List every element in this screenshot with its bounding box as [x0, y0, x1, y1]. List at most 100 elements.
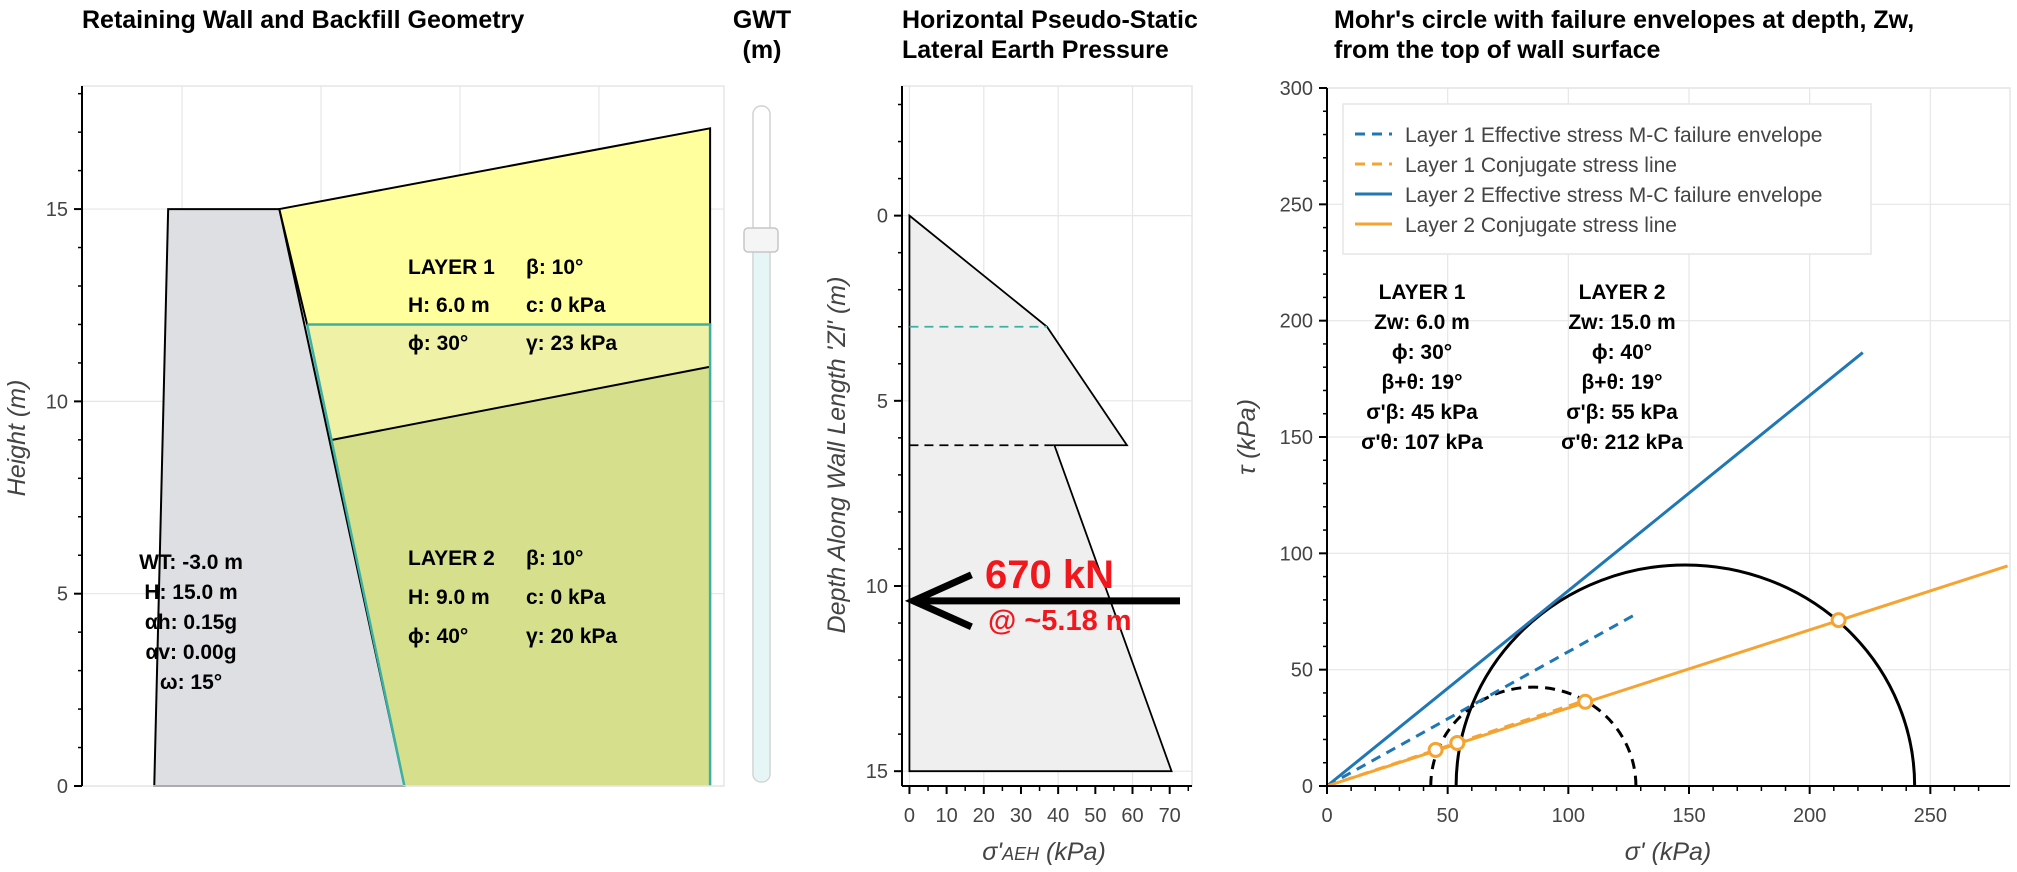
pressure-title-line2: Lateral Earth Pressure — [902, 36, 1169, 64]
geometry-y-tick-label: 0 — [57, 776, 68, 798]
mohr-title-line2: from the top of wall surface — [1334, 36, 1661, 64]
pressure-y-tick-label: 10 — [866, 576, 888, 598]
pressure-x-tick-label: 60 — [1121, 805, 1143, 827]
pressure-panel: Horizontal Pseudo-Static Lateral Earth P… — [823, 6, 1198, 866]
mohr-y-tick-label: 200 — [1280, 311, 1313, 333]
layer-boundary-line — [331, 365, 711, 441]
resultant-force-value: 670 kN — [985, 553, 1114, 597]
mohr-x-tick-label: 50 — [1437, 805, 1459, 827]
gwt-slider-unit: (m) — [743, 36, 782, 64]
pressure-shapes — [908, 213, 1173, 773]
pressure-y-label: Depth Along Wall Length 'Zl' (m) — [823, 277, 851, 634]
mohr-layer1-beta-theta: β+θ: 19° — [1381, 371, 1462, 394]
mohr-title-line1: Mohr's circle with failure envelopes at … — [1334, 6, 1914, 34]
layer2-envelope-line — [1326, 351, 1864, 788]
layer1-mohr-circle — [1429, 685, 1638, 787]
wall-back-face-water-line — [305, 324, 406, 787]
layer1-beta: β: 10° — [526, 256, 583, 279]
gwt-slider-fill — [754, 242, 769, 781]
mohr-legend: Layer 1 Effective stress M-C failure env… — [1342, 103, 1872, 255]
gwt-slider[interactable]: GWT (m) — [733, 6, 791, 783]
layer1-phi: ϕ: 30° — [408, 332, 468, 355]
mohr-y-tick-label: 300 — [1280, 78, 1313, 100]
pressure-y-tick-label: 5 — [877, 391, 888, 413]
layer2-polygon — [332, 366, 711, 786]
legend-label: Layer 1 Effective stress M-C failure env… — [1405, 124, 1822, 147]
stress-point — [1449, 734, 1466, 751]
mohr-layer1-sigma-beta: σ'β: 45 kPa — [1366, 401, 1478, 424]
mohr-layer2-info: LAYER 2 Zw: 15.0 m ϕ: 40° β+θ: 19° σ'β: … — [1561, 281, 1683, 454]
mohr-y-tick-label: 150 — [1280, 427, 1313, 449]
layer2-cohesion: c: 0 kPa — [526, 586, 606, 609]
mohr-layer1-zw: Zw: 6.0 m — [1374, 311, 1470, 334]
resultant-force-arrow — [904, 571, 1180, 631]
layer2-phi: ϕ: 40° — [408, 625, 468, 648]
stress-point — [1830, 612, 1847, 629]
mohr-x-tick-label: 100 — [1552, 805, 1585, 827]
layer2-name: LAYER 2 — [408, 547, 495, 570]
layer1-name: LAYER 1 — [408, 256, 495, 279]
mohr-layer2-sigma-theta: σ'θ: 212 kPa — [1561, 431, 1683, 454]
pressure-x-tick-label: 30 — [1010, 805, 1032, 827]
gwt-slider-title: GWT — [733, 6, 791, 34]
geometry-title: Retaining Wall and Backfill Geometry — [82, 6, 524, 34]
stress-point — [1577, 693, 1594, 710]
layer1-label: LAYER 1 β: 10° H: 6.0 m c: 0 kPa ϕ: 30° … — [408, 256, 617, 355]
wall-water-table: WT: -3.0 m — [139, 551, 243, 574]
wall-omega: ω: 15° — [160, 671, 222, 694]
wall-height: H: 15.0 m — [144, 581, 237, 604]
geometry-y-tick-label: 10 — [46, 391, 68, 413]
pressure-y-tick-label: 0 — [877, 206, 888, 228]
mohr-panel: Mohr's circle with failure envelopes at … — [1233, 6, 2011, 866]
pressure-x-tick-label: 50 — [1084, 805, 1106, 827]
mohr-layer1-name: LAYER 1 — [1379, 281, 1466, 304]
water-table-line — [307, 323, 712, 786]
wall-label: WT: -3.0 m H: 15.0 m αh: 0.15g αv: 0.00g… — [139, 551, 243, 694]
pressure-title-line1: Horizontal Pseudo-Static — [902, 6, 1198, 34]
mohr-x-tick-label: 0 — [1321, 805, 1332, 827]
layer1-submerged-polygon — [307, 324, 711, 440]
mohr-y-tick-label: 100 — [1280, 543, 1313, 565]
mohr-ticks: 0 50 100 150 200 250 0 50 100 150 200 250 300 — [1280, 78, 1980, 827]
geometry-y-label: Height (m) — [3, 380, 31, 497]
mohr-layer2-phi: ϕ: 40° — [1592, 341, 1652, 364]
mohr-x-tick-label: 150 — [1672, 805, 1705, 827]
layer1-envelope-line — [1326, 614, 1635, 788]
layer2-height: H: 9.0 m — [408, 586, 490, 609]
pressure-x-tick-label: 40 — [1047, 805, 1069, 827]
legend-box — [1342, 103, 1872, 255]
wall-alpha-h: αh: 0.15g — [145, 611, 237, 634]
legend-label: Layer 2 Conjugate stress line — [1405, 214, 1677, 237]
resultant-force-location: @ ~5.18 m — [988, 605, 1132, 637]
legend-label: Layer 2 Effective stress M-C failure env… — [1405, 184, 1822, 207]
mohr-shapes — [1326, 351, 2009, 788]
layer2-label: LAYER 2 β: 10° H: 9.0 m c: 0 kPa ϕ: 40° … — [408, 547, 617, 648]
geometry-y-tick-label: 15 — [46, 199, 68, 221]
layer2-mohr-circle — [1454, 563, 1917, 787]
mohr-layer2-name: LAYER 2 — [1579, 281, 1666, 304]
layer1-gamma: γ: 23 kPa — [526, 332, 617, 355]
geometry-shapes — [153, 127, 712, 787]
mohr-layer2-sigma-beta: σ'β: 55 kPa — [1566, 401, 1678, 424]
mohr-layer1-info: LAYER 1 Zw: 6.0 m ϕ: 30° β+θ: 19° σ'β: 4… — [1361, 281, 1483, 454]
legend-label: Layer 1 Conjugate stress line — [1405, 154, 1677, 177]
mohr-y-tick-label: 250 — [1280, 194, 1313, 216]
mohr-x-tick-label: 250 — [1914, 805, 1947, 827]
pressure-y-tick-label: 15 — [866, 761, 888, 783]
geometry-y-ticks: 0 5 10 15 — [46, 92, 82, 798]
gwt-slider-handle[interactable] — [743, 227, 779, 253]
resultant-force-arrowhead — [904, 571, 973, 631]
mohr-layer1-phi: ϕ: 30° — [1392, 341, 1452, 364]
layer2-gamma: γ: 20 kPa — [526, 625, 617, 648]
mohr-y-tick-label: 50 — [1291, 660, 1313, 682]
layer1-dry-polygon — [278, 127, 712, 326]
wall-alpha-v: αv: 0.00g — [145, 641, 236, 664]
pressure-x-tick-label: 0 — [904, 805, 915, 827]
mohr-y-tick-label: 0 — [1302, 776, 1313, 798]
pressure-ticks: 0 10 20 30 40 50 60 70 0 5 10 15 — [866, 103, 1190, 827]
pressure-x-tick-label: 70 — [1159, 805, 1181, 827]
mohr-layer1-sigma-theta: σ'θ: 107 kPa — [1361, 431, 1483, 454]
mohr-x-label: σ' (kPa) — [1625, 838, 1712, 866]
layer1-height: H: 6.0 m — [408, 294, 490, 317]
